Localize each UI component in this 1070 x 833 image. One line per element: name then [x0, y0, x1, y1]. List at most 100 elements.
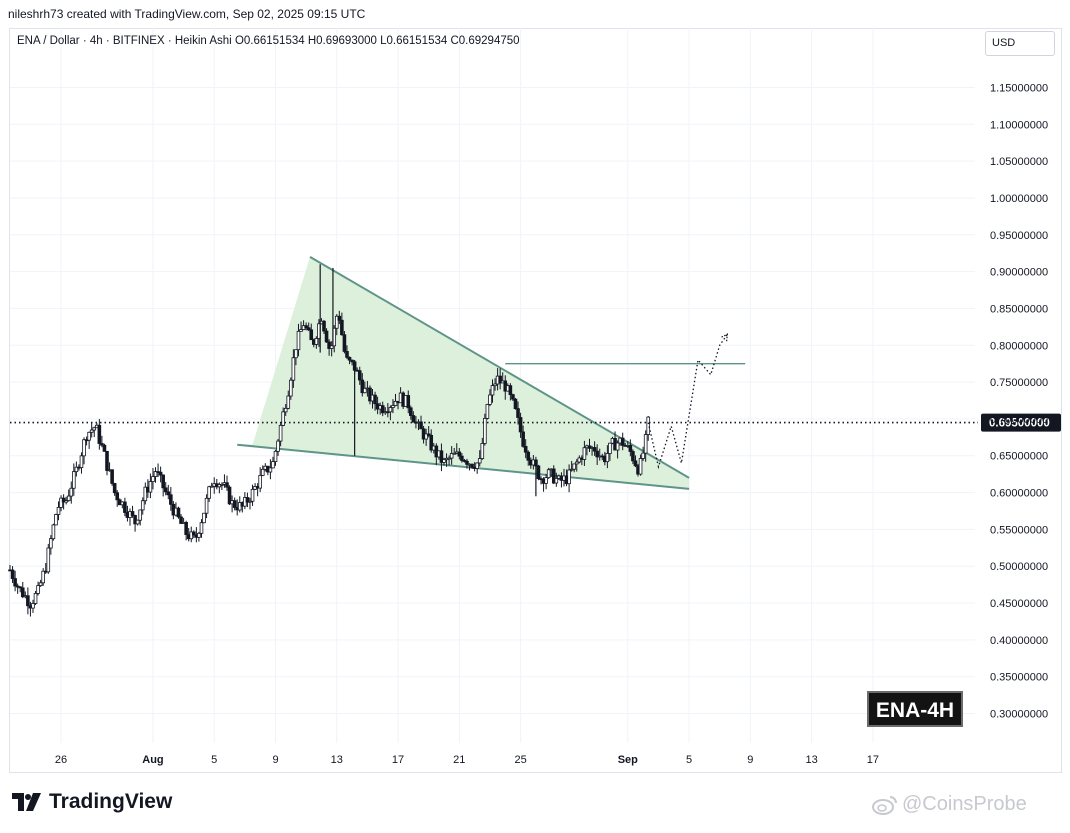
- candle-body: [26, 595, 30, 607]
- candle-body: [232, 500, 237, 508]
- candle-body: [633, 460, 638, 467]
- candle-body: [115, 492, 120, 501]
- candle-body: [192, 531, 196, 536]
- candle-body: [130, 511, 135, 516]
- candle-body: [151, 476, 155, 482]
- tradingview-logo-icon: [12, 793, 41, 811]
- candle-body: [207, 486, 211, 499]
- candle-body: [447, 457, 451, 460]
- x-tick-label: 26: [55, 754, 67, 766]
- candle-body: [452, 452, 457, 455]
- candle-body: [102, 444, 107, 452]
- currency-button[interactable]: USD: [985, 31, 1055, 56]
- candle-body: [646, 416, 651, 435]
- candle-body: [574, 461, 579, 465]
- candle-body: [204, 497, 209, 514]
- candle-body: [309, 329, 314, 341]
- x-tick-label: 9: [272, 754, 278, 766]
- candle-body: [38, 582, 43, 586]
- candle-body: [477, 458, 482, 464]
- candle-body: [357, 370, 362, 381]
- wedge-fill: [237, 256, 690, 489]
- candle-body: [97, 424, 102, 444]
- candle-body: [306, 327, 311, 331]
- candle-body: [278, 424, 283, 442]
- candle-body: [245, 497, 250, 503]
- candle-body: [271, 461, 275, 469]
- y-tick-label: 0.70000000: [990, 414, 1048, 426]
- candle-body: [227, 486, 232, 505]
- candle-body: [61, 497, 66, 503]
- candle-body: [225, 482, 229, 488]
- candle-body: [608, 442, 612, 454]
- current-price-label: 0.69500000: [989, 418, 1050, 430]
- candle-body: [100, 443, 104, 446]
- candle-body: [158, 471, 163, 476]
- candle-body: [324, 330, 329, 343]
- x-tick-label: 21: [453, 754, 465, 766]
- candle-body: [631, 451, 635, 462]
- candle-body: [449, 453, 454, 459]
- candle-body: [554, 477, 559, 484]
- y-tick-label: 0.80000000: [990, 340, 1048, 352]
- candle-body: [475, 462, 479, 469]
- y-tick-label: 0.45000000: [990, 598, 1048, 610]
- x-tick-label: 13: [331, 754, 343, 766]
- candle-body: [429, 434, 434, 451]
- candle-body: [36, 585, 40, 594]
- candle-body: [327, 341, 331, 349]
- candle-body: [544, 477, 548, 484]
- y-tick-label: 0.35000000: [990, 672, 1048, 684]
- candle-body: [112, 483, 117, 494]
- candle-body: [138, 509, 142, 521]
- chart-frame: [9, 28, 1062, 773]
- chart-badge: ENA-4H: [867, 691, 963, 727]
- candle-body: [393, 400, 398, 406]
- x-tick-label: 13: [805, 754, 817, 766]
- candle-body: [368, 387, 372, 402]
- candle-body: [587, 445, 592, 449]
- candle-body: [209, 485, 214, 488]
- y-tick-label: 1.10000000: [990, 119, 1048, 131]
- candle-body: [18, 586, 23, 589]
- projection-path: [647, 333, 728, 470]
- open-value: O0.66151534: [234, 35, 305, 47]
- candle-body: [291, 357, 296, 381]
- wedge-lower-line: [237, 443, 690, 490]
- x-tick-label: 17: [867, 754, 879, 766]
- candle-body: [488, 394, 492, 405]
- tradingview-brand[interactable]: TradingView: [12, 790, 172, 814]
- x-tick-label: Aug: [142, 754, 163, 766]
- candle-body: [110, 469, 114, 484]
- candle-body: [13, 578, 17, 587]
- candle-body: [516, 408, 520, 418]
- candle-body: [480, 443, 485, 459]
- candle-body: [620, 437, 625, 446]
- candle-body: [615, 442, 620, 451]
- candle-body: [439, 450, 444, 463]
- y-tick-label: 0.95000000: [990, 230, 1048, 242]
- y-tick-label: 0.90000000: [990, 267, 1048, 279]
- candle-body: [46, 547, 51, 573]
- candle-body: [176, 507, 181, 518]
- candle-body: [276, 440, 280, 452]
- candle-body: [322, 320, 326, 332]
- candle-body: [166, 491, 171, 496]
- x-tick-label: 5: [211, 754, 217, 766]
- y-tick-label: 1.00000000: [990, 193, 1048, 205]
- candle-body: [299, 329, 303, 332]
- candle-body: [329, 345, 334, 349]
- y-tick-label: 0.65000000: [990, 451, 1048, 463]
- candle-body: [536, 465, 541, 480]
- candle-body: [258, 474, 262, 489]
- candle-body: [31, 603, 35, 609]
- candle-body: [59, 497, 63, 508]
- y-tick-label: 0.55000000: [990, 524, 1048, 536]
- candle-body: [409, 407, 413, 416]
- candle-body: [337, 315, 342, 321]
- candle-body: [74, 466, 79, 473]
- candle-body: [33, 593, 38, 604]
- low-value: L0.66151534: [380, 35, 448, 47]
- candle-body: [345, 351, 349, 358]
